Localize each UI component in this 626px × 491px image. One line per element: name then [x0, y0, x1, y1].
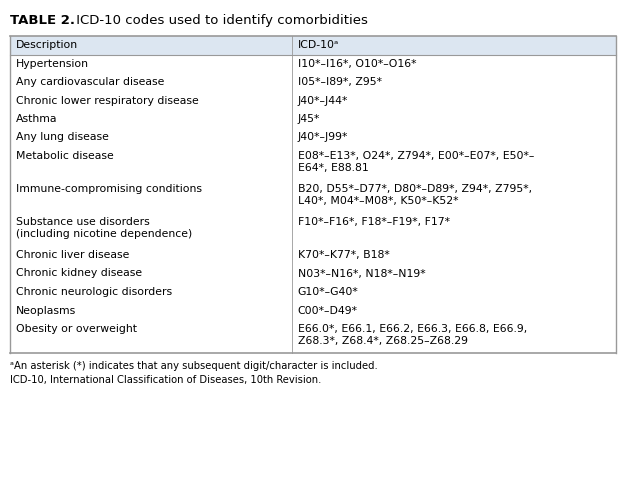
Text: Chronic neurologic disorders: Chronic neurologic disorders	[16, 287, 172, 297]
Text: Asthma: Asthma	[16, 114, 58, 124]
Text: F10*–F16*, F18*–F19*, F17*: F10*–F16*, F18*–F19*, F17*	[298, 217, 450, 227]
Text: C00*–D49*: C00*–D49*	[298, 305, 358, 316]
Bar	[10, 36, 616, 55]
Text: Hypertension: Hypertension	[16, 58, 89, 69]
Text: Any lung disease: Any lung disease	[16, 133, 109, 142]
Text: I10*–I16*, O10*–O16*: I10*–I16*, O10*–O16*	[298, 58, 416, 69]
Text: Neoplasms: Neoplasms	[16, 305, 76, 316]
Text: Any cardiovascular disease: Any cardiovascular disease	[16, 77, 165, 87]
Text: B20, D55*–D77*, D80*–D89*, Z94*, Z795*,
L40*, M04*–M08*, K50*–K52*: B20, D55*–D77*, D80*–D89*, Z94*, Z795*, …	[298, 184, 532, 206]
Text: K70*–K77*, B18*: K70*–K77*, B18*	[298, 250, 389, 260]
Text: Obesity or overweight: Obesity or overweight	[16, 324, 137, 334]
Text: Substance use disorders
(including nicotine dependence): Substance use disorders (including nicot…	[16, 217, 192, 240]
Text: ICD-10, International Classification of Diseases, 10th Revision.: ICD-10, International Classification of …	[10, 375, 321, 385]
Text: ICD-10 codes used to identify comorbidities: ICD-10 codes used to identify comorbidit…	[72, 14, 368, 27]
Text: J45*: J45*	[298, 114, 320, 124]
Text: I05*–I89*, Z95*: I05*–I89*, Z95*	[298, 77, 382, 87]
Text: Chronic kidney disease: Chronic kidney disease	[16, 269, 142, 278]
Text: Metabolic disease: Metabolic disease	[16, 151, 114, 161]
Text: ᵃAn asterisk (*) indicates that any subsequent digit/character is included.: ᵃAn asterisk (*) indicates that any subs…	[10, 361, 377, 371]
Text: J40*–J44*: J40*–J44*	[298, 96, 348, 106]
Text: N03*–N16*, N18*–N19*: N03*–N16*, N18*–N19*	[298, 269, 426, 278]
Text: Chronic liver disease: Chronic liver disease	[16, 250, 130, 260]
Text: TABLE 2.: TABLE 2.	[10, 14, 75, 27]
Text: Description: Description	[16, 40, 78, 50]
Text: Immune-compromising conditions: Immune-compromising conditions	[16, 184, 202, 194]
Text: J40*–J99*: J40*–J99*	[298, 133, 348, 142]
Text: Chronic lower respiratory disease: Chronic lower respiratory disease	[16, 96, 198, 106]
Text: E08*–E13*, O24*, Z794*, E00*–E07*, E50*–
E64*, E88.81: E08*–E13*, O24*, Z794*, E00*–E07*, E50*–…	[298, 151, 534, 173]
Text: G10*–G40*: G10*–G40*	[298, 287, 359, 297]
Text: ICD-10ᵃ: ICD-10ᵃ	[298, 40, 339, 50]
Text: E66.0*, E66.1, E66.2, E66.3, E66.8, E66.9,
Z68.3*, Z68.4*, Z68.25–Z68.29: E66.0*, E66.1, E66.2, E66.3, E66.8, E66.…	[298, 324, 527, 346]
